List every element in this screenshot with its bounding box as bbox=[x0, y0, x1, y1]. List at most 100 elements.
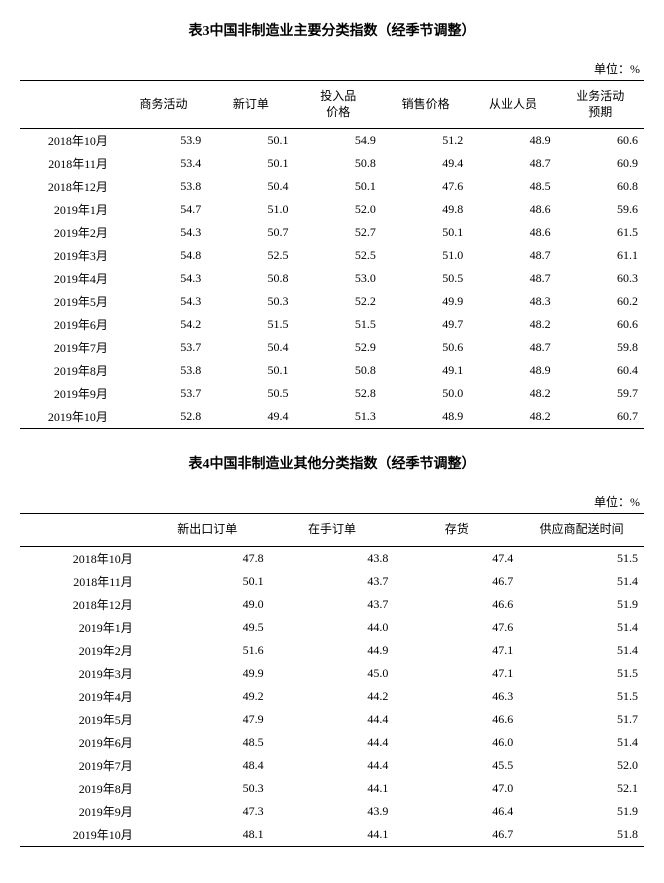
table-row: 2019年3月49.945.047.151.5 bbox=[20, 662, 644, 685]
table3-wrapper: 表3中国非制造业主要分类指数（经季节调整） 单位：% 商务活动 新订单 投入品价… bbox=[20, 20, 644, 429]
value-cell: 53.4 bbox=[120, 152, 207, 175]
value-cell: 50.4 bbox=[207, 336, 294, 359]
value-cell: 60.7 bbox=[557, 405, 644, 429]
value-cell: 53.8 bbox=[120, 359, 207, 382]
period-cell: 2018年12月 bbox=[20, 593, 145, 616]
value-cell: 53.7 bbox=[120, 382, 207, 405]
value-cell: 48.7 bbox=[469, 244, 556, 267]
value-cell: 48.5 bbox=[469, 175, 556, 198]
value-cell: 53.9 bbox=[120, 129, 207, 153]
period-cell: 2018年11月 bbox=[20, 152, 120, 175]
value-cell: 54.3 bbox=[120, 221, 207, 244]
value-cell: 47.6 bbox=[382, 175, 469, 198]
value-cell: 60.2 bbox=[557, 290, 644, 313]
value-cell: 53.8 bbox=[120, 175, 207, 198]
value-cell: 51.9 bbox=[519, 593, 644, 616]
value-cell: 49.7 bbox=[382, 313, 469, 336]
value-cell: 48.5 bbox=[145, 731, 270, 754]
value-cell: 48.7 bbox=[469, 152, 556, 175]
table-row: 2019年1月54.751.052.049.848.659.6 bbox=[20, 198, 644, 221]
value-cell: 50.8 bbox=[295, 152, 382, 175]
period-cell: 2019年7月 bbox=[20, 336, 120, 359]
value-cell: 47.9 bbox=[145, 708, 270, 731]
period-cell: 2019年8月 bbox=[20, 359, 120, 382]
value-cell: 48.3 bbox=[469, 290, 556, 313]
value-cell: 54.3 bbox=[120, 290, 207, 313]
value-cell: 52.5 bbox=[295, 244, 382, 267]
value-cell: 50.8 bbox=[207, 267, 294, 290]
value-cell: 51.6 bbox=[145, 639, 270, 662]
period-cell: 2019年2月 bbox=[20, 221, 120, 244]
table3-body: 2018年10月53.950.154.951.248.960.62018年11月… bbox=[20, 129, 644, 429]
value-cell: 46.6 bbox=[394, 593, 519, 616]
value-cell: 48.2 bbox=[469, 405, 556, 429]
table-row: 2019年8月50.344.147.052.1 bbox=[20, 777, 644, 800]
value-cell: 46.4 bbox=[394, 800, 519, 823]
table3: 商务活动 新订单 投入品价格 销售价格 从业人员 业务活动预期 2018年10月… bbox=[20, 80, 644, 429]
value-cell: 48.9 bbox=[469, 359, 556, 382]
table-row: 2018年12月49.043.746.651.9 bbox=[20, 593, 644, 616]
value-cell: 48.6 bbox=[469, 198, 556, 221]
value-cell: 59.7 bbox=[557, 382, 644, 405]
period-cell: 2019年6月 bbox=[20, 313, 120, 336]
value-cell: 51.3 bbox=[295, 405, 382, 429]
period-cell: 2019年10月 bbox=[20, 823, 145, 847]
table3-header-6: 业务活动预期 bbox=[557, 81, 644, 129]
value-cell: 49.8 bbox=[382, 198, 469, 221]
table-row: 2019年9月53.750.552.850.048.259.7 bbox=[20, 382, 644, 405]
table-row: 2019年6月54.251.551.549.748.260.6 bbox=[20, 313, 644, 336]
value-cell: 50.8 bbox=[295, 359, 382, 382]
value-cell: 50.1 bbox=[145, 570, 270, 593]
table-row: 2018年10月47.843.847.451.5 bbox=[20, 546, 644, 570]
value-cell: 53.7 bbox=[120, 336, 207, 359]
value-cell: 52.5 bbox=[207, 244, 294, 267]
value-cell: 44.9 bbox=[270, 639, 395, 662]
table-row: 2018年10月53.950.154.951.248.960.6 bbox=[20, 129, 644, 153]
period-cell: 2019年4月 bbox=[20, 267, 120, 290]
value-cell: 47.4 bbox=[394, 546, 519, 570]
period-cell: 2019年2月 bbox=[20, 639, 145, 662]
value-cell: 44.1 bbox=[270, 777, 395, 800]
value-cell: 48.7 bbox=[469, 336, 556, 359]
table-row: 2019年2月54.350.752.750.148.661.5 bbox=[20, 221, 644, 244]
value-cell: 49.5 bbox=[145, 616, 270, 639]
value-cell: 54.7 bbox=[120, 198, 207, 221]
value-cell: 51.0 bbox=[207, 198, 294, 221]
table-row: 2019年10月48.144.146.751.8 bbox=[20, 823, 644, 847]
value-cell: 60.4 bbox=[557, 359, 644, 382]
value-cell: 51.7 bbox=[519, 708, 644, 731]
period-cell: 2018年10月 bbox=[20, 129, 120, 153]
value-cell: 49.1 bbox=[382, 359, 469, 382]
value-cell: 51.4 bbox=[519, 616, 644, 639]
period-cell: 2019年4月 bbox=[20, 685, 145, 708]
table4-header-1: 新出口订单 bbox=[145, 514, 270, 547]
value-cell: 46.6 bbox=[394, 708, 519, 731]
value-cell: 49.9 bbox=[145, 662, 270, 685]
value-cell: 50.4 bbox=[207, 175, 294, 198]
table3-header-4: 销售价格 bbox=[382, 81, 469, 129]
value-cell: 44.1 bbox=[270, 823, 395, 847]
value-cell: 50.5 bbox=[382, 267, 469, 290]
table-row: 2019年1月49.544.047.651.4 bbox=[20, 616, 644, 639]
value-cell: 61.1 bbox=[557, 244, 644, 267]
value-cell: 43.8 bbox=[270, 546, 395, 570]
table3-header-2: 新订单 bbox=[207, 81, 294, 129]
table4-header-4: 供应商配送时间 bbox=[519, 514, 644, 547]
value-cell: 50.1 bbox=[295, 175, 382, 198]
value-cell: 60.9 bbox=[557, 152, 644, 175]
value-cell: 51.5 bbox=[295, 313, 382, 336]
period-cell: 2018年10月 bbox=[20, 546, 145, 570]
table-row: 2019年7月53.750.452.950.648.759.8 bbox=[20, 336, 644, 359]
period-cell: 2019年9月 bbox=[20, 800, 145, 823]
value-cell: 54.3 bbox=[120, 267, 207, 290]
value-cell: 51.5 bbox=[519, 685, 644, 708]
table-row: 2018年12月53.850.450.147.648.560.8 bbox=[20, 175, 644, 198]
value-cell: 52.8 bbox=[295, 382, 382, 405]
value-cell: 49.0 bbox=[145, 593, 270, 616]
table-row: 2019年4月54.350.853.050.548.760.3 bbox=[20, 267, 644, 290]
table-row: 2019年6月48.544.446.051.4 bbox=[20, 731, 644, 754]
table3-unit: 单位：% bbox=[20, 60, 644, 77]
value-cell: 47.8 bbox=[145, 546, 270, 570]
table-row: 2019年5月47.944.446.651.7 bbox=[20, 708, 644, 731]
value-cell: 47.6 bbox=[394, 616, 519, 639]
